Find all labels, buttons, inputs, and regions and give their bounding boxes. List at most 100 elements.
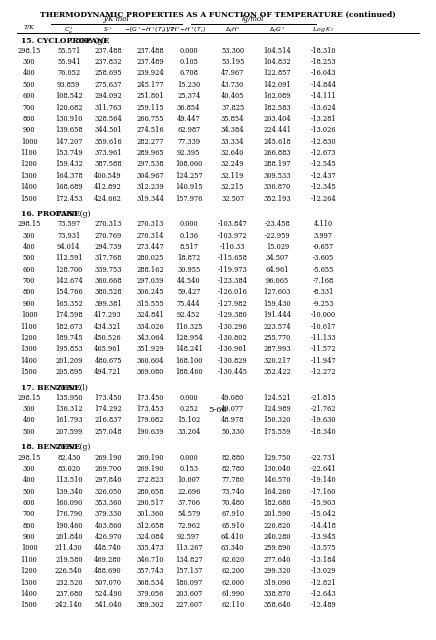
- Text: 18.872: 18.872: [177, 254, 201, 262]
- Text: 239.924: 239.924: [136, 70, 164, 77]
- Text: 400: 400: [23, 476, 35, 484]
- Text: 157.137: 157.137: [175, 567, 202, 575]
- Text: 124.989: 124.989: [263, 405, 291, 413]
- Text: -12.821: -12.821: [310, 579, 336, 587]
- Text: 92.395: 92.395: [177, 149, 201, 157]
- Text: 76.052: 76.052: [57, 70, 80, 77]
- Text: -12.264: -12.264: [310, 195, 336, 202]
- Text: 174.292: 174.292: [94, 405, 122, 413]
- Text: -18.340: -18.340: [310, 428, 336, 436]
- Text: 173.450: 173.450: [136, 394, 164, 402]
- Text: 400: 400: [23, 243, 35, 251]
- Text: 298.15: 298.15: [17, 220, 41, 228]
- Text: 298.15: 298.15: [17, 454, 41, 461]
- Text: 159.432: 159.432: [55, 161, 83, 168]
- Text: 700: 700: [23, 510, 35, 518]
- Text: 164.378: 164.378: [55, 172, 82, 180]
- Text: 344.501: 344.501: [94, 126, 122, 134]
- Text: 266.755: 266.755: [136, 115, 164, 123]
- Text: -14.111: -14.111: [310, 92, 336, 100]
- Text: 3.997: 3.997: [314, 232, 333, 239]
- Text: 417.293: 417.293: [94, 311, 122, 319]
- Text: 389.302: 389.302: [136, 602, 164, 609]
- Text: 1200: 1200: [20, 334, 37, 342]
- Text: -115.658: -115.658: [218, 254, 248, 262]
- Text: 0.153: 0.153: [179, 465, 198, 473]
- Text: 55.941: 55.941: [57, 58, 81, 66]
- Text: 541.040: 541.040: [94, 602, 122, 609]
- Text: 1100: 1100: [20, 149, 37, 157]
- Text: 70.480: 70.480: [221, 499, 244, 507]
- Text: 53.300: 53.300: [221, 47, 244, 55]
- Text: 182.680: 182.680: [264, 499, 291, 507]
- Text: J/K mol: J/K mol: [103, 15, 129, 23]
- Text: 343.064: 343.064: [136, 334, 164, 342]
- Text: 424.662: 424.662: [94, 195, 122, 202]
- Text: 255.770: 255.770: [264, 334, 291, 342]
- Text: 159.430: 159.430: [263, 300, 291, 308]
- Text: 290.517: 290.517: [136, 499, 164, 507]
- Text: 142.091: 142.091: [263, 81, 291, 89]
- Text: -13.026: -13.026: [310, 126, 336, 134]
- Text: 450.526: 450.526: [94, 334, 122, 342]
- Text: 351.929: 351.929: [136, 346, 164, 353]
- Text: 72.962: 72.962: [177, 522, 201, 530]
- Text: -12.545: -12.545: [310, 161, 336, 168]
- Text: 304.967: 304.967: [136, 172, 164, 180]
- Text: 324.084: 324.084: [136, 533, 164, 541]
- Text: 237.488: 237.488: [94, 47, 122, 55]
- Text: 207.599: 207.599: [55, 428, 82, 436]
- Text: 311.763: 311.763: [94, 104, 122, 111]
- Text: 0.105: 0.105: [179, 58, 198, 66]
- Text: 108.542: 108.542: [55, 92, 82, 100]
- Text: 294.092: 294.092: [94, 92, 122, 100]
- Text: 53.195: 53.195: [221, 58, 244, 66]
- Text: -15.042: -15.042: [310, 510, 336, 518]
- Text: -7.168: -7.168: [313, 277, 334, 285]
- Text: 1400: 1400: [20, 356, 37, 365]
- Text: 59.427: 59.427: [177, 289, 201, 296]
- Text: 1500: 1500: [20, 602, 37, 609]
- Text: C3H6 (g): C3H6 (g): [69, 36, 105, 45]
- Text: 135.950: 135.950: [55, 394, 82, 402]
- Text: 92.597: 92.597: [177, 533, 201, 541]
- Text: -19.630: -19.630: [310, 417, 336, 424]
- Text: 800: 800: [23, 115, 35, 123]
- Text: 77.339: 77.339: [177, 138, 200, 146]
- Text: $-[G^\circ\!\!-\!\!H^\circ(T_r)]/T$: $-[G^\circ\!\!-\!\!H^\circ(T_r)]/T$: [124, 25, 177, 35]
- Text: 0.000: 0.000: [180, 394, 198, 402]
- Text: 400: 400: [23, 70, 35, 77]
- Text: 368.534: 368.534: [136, 579, 164, 587]
- Text: 0.136: 0.136: [179, 232, 198, 239]
- Text: 245.618: 245.618: [263, 138, 291, 146]
- Text: 400.549: 400.549: [94, 172, 122, 180]
- Text: 232.520: 232.520: [55, 579, 82, 587]
- Text: 352.193: 352.193: [263, 195, 291, 202]
- Text: -3.605: -3.605: [313, 254, 334, 262]
- Text: -119.973: -119.973: [218, 266, 248, 274]
- Text: 258.695: 258.695: [94, 70, 122, 77]
- Text: 237.489: 237.489: [136, 58, 164, 66]
- Text: C3H8 (g): C3H8 (g): [55, 210, 91, 218]
- Text: 259.890: 259.890: [264, 545, 291, 552]
- Text: -11.133: -11.133: [310, 334, 336, 342]
- Text: -22.731: -22.731: [310, 454, 336, 461]
- Text: 93.859: 93.859: [57, 81, 81, 89]
- Text: 32.640: 32.640: [221, 149, 244, 157]
- Text: 75.444: 75.444: [177, 300, 201, 308]
- Text: 269.190: 269.190: [136, 454, 164, 461]
- Text: 357.743: 357.743: [136, 567, 164, 575]
- Text: 130.910: 130.910: [55, 115, 82, 123]
- Text: 338.870: 338.870: [264, 590, 291, 598]
- Text: 346.710: 346.710: [136, 556, 164, 564]
- Text: 182.583: 182.583: [263, 104, 291, 111]
- Text: -5.655: -5.655: [313, 266, 334, 274]
- Text: 270.313: 270.313: [136, 220, 164, 228]
- Text: 227.607: 227.607: [175, 602, 202, 609]
- Text: 324.841: 324.841: [136, 311, 164, 319]
- Text: 154.766: 154.766: [55, 289, 82, 296]
- Text: 270.769: 270.769: [95, 232, 122, 239]
- Text: 32.215: 32.215: [221, 183, 244, 191]
- Text: 113.267: 113.267: [175, 545, 202, 552]
- Text: 62.987: 62.987: [177, 126, 201, 134]
